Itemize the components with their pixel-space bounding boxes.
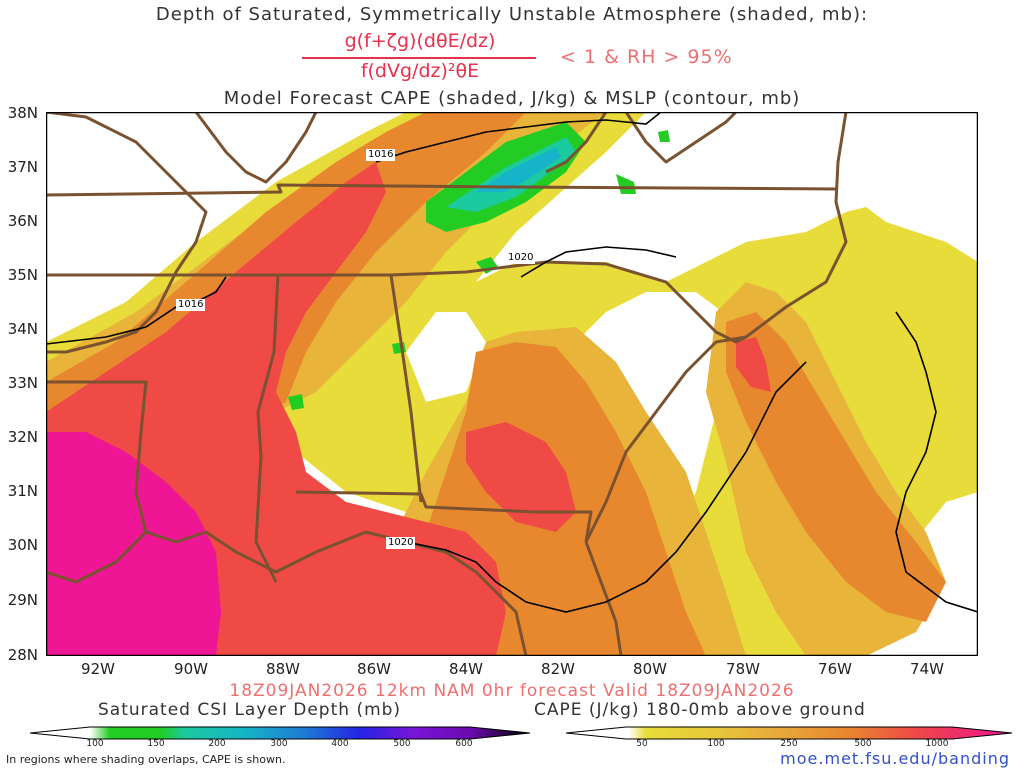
cape-tick: 100 <box>707 739 725 749</box>
lat-label: 38N <box>7 104 38 122</box>
lat-label: 30N <box>7 536 38 554</box>
cape-tick: 50 <box>636 739 648 749</box>
lon-label: 92W <box>81 660 115 678</box>
csi-tick: 400 <box>331 739 349 749</box>
map-frame <box>46 112 978 656</box>
csi-tick: 200 <box>208 739 226 749</box>
lon-label: 82W <box>541 660 575 678</box>
csi-colorbar <box>30 726 530 740</box>
lon-label: 84W <box>449 660 483 678</box>
lon-label: 88W <box>266 660 300 678</box>
source-link[interactable]: moe.met.fsu.edu/banding <box>780 749 1010 768</box>
isobar-label: 1020 <box>386 537 416 549</box>
lon-label: 90W <box>174 660 208 678</box>
lat-label: 33N <box>7 374 38 392</box>
csi-tick: 300 <box>270 739 288 749</box>
cape-colorbar <box>566 726 1012 740</box>
lat-label: 37N <box>7 158 38 176</box>
lon-label: 76W <box>818 660 852 678</box>
chart-title: Depth of Saturated, Symmetrically Unstab… <box>155 4 869 25</box>
weather-map <box>46 112 978 656</box>
csi-colorbar-title: Saturated CSI Layer Depth (mb) <box>98 700 402 720</box>
forecast-valid-time: 18Z09JAN2026 12km NAM 0hr forecast Valid… <box>229 681 795 701</box>
lat-label: 36N <box>7 212 38 230</box>
lon-label: 78W <box>726 660 760 678</box>
lat-label: 31N <box>7 482 38 500</box>
lon-label: 86W <box>357 660 391 678</box>
formula-denominator: f(dVg/dz)²θE <box>360 60 480 82</box>
formula-numerator: g(f+ζg)(dθE/dz) <box>344 30 496 52</box>
formula-fraction-bar <box>302 57 536 59</box>
cape-tick: 500 <box>854 739 872 749</box>
csi-tick: 600 <box>455 739 473 749</box>
lat-label: 32N <box>7 428 38 446</box>
csi-tick: 150 <box>147 739 165 749</box>
lat-label: 34N <box>7 320 38 338</box>
chart-subtitle: Model Forecast CAPE (shaded, J/kg) & MSL… <box>223 88 801 109</box>
state-and-coast-borders <box>46 112 848 656</box>
isobar-label: 1020 <box>506 252 536 264</box>
cape-tick: 250 <box>780 739 798 749</box>
lat-label: 28N <box>7 646 38 664</box>
lon-label: 74W <box>910 660 944 678</box>
cape-tick: 1000 <box>925 739 949 749</box>
lon-label: 80W <box>633 660 667 678</box>
lat-label: 29N <box>7 591 38 609</box>
csi-tick: 100 <box>86 739 104 749</box>
formula-condition: < 1 & RH > 95% <box>560 46 733 68</box>
cape-colorbar-title: CAPE (J/kg) 180-0mb above ground <box>534 700 866 720</box>
isobar-label: 1016 <box>366 149 396 161</box>
isobars <box>46 112 978 613</box>
isobar-label: 1016 <box>176 299 206 311</box>
csi-tick: 500 <box>393 739 411 749</box>
overlap-note: In regions where shading overlaps, CAPE … <box>6 753 286 766</box>
lat-label: 35N <box>7 266 38 284</box>
